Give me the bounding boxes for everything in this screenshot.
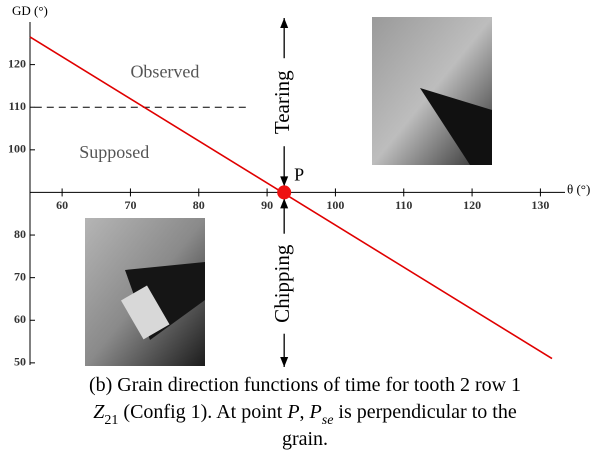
caption-line: (b) Grain direction functions of time fo… [89,374,521,396]
arrow-head [280,198,289,209]
annotation: Supposed [79,142,149,162]
y-tick-label: 110 [9,99,26,113]
arrow-head [280,18,289,28]
x-tick-label: 100 [326,198,344,212]
caption: (b) Grain direction functions of time fo… [89,374,521,450]
caption-segment: P [309,401,322,423]
caption-line: Z21 (Config 1). At point P, Pse is perpe… [93,401,517,428]
x-tick-label: 110 [395,198,412,212]
caption-segment: Z [93,401,105,423]
caption-segment: 21 [104,413,118,428]
caption-segment: grain. [282,428,328,450]
caption-line: grain. [282,428,328,450]
data-line [29,36,553,360]
x-tick-label: 130 [531,198,549,212]
photo-tearing [372,17,492,165]
caption-segment: P [286,401,299,423]
y-tick-label: 120 [8,56,26,70]
caption-segment: , [300,401,310,423]
region-label: Tearing [270,70,294,134]
y-tick-label: 50 [14,355,26,369]
annotation: Observed [130,61,199,81]
y-tick-label: 100 [8,142,26,156]
y-tick-label: 80 [14,227,26,241]
arrow-head [280,357,289,367]
x-tick-label: 80 [193,198,205,212]
arrow-head [280,176,289,187]
x-tick-label: 70 [124,198,136,212]
point-label: P [294,165,304,185]
x-tick-label: 120 [463,198,481,212]
y-tick-label: 70 [14,269,26,283]
caption-segment: (Config 1). At point [118,401,287,423]
y-axis-label: GD (°) [12,3,48,18]
x-tick-label: 60 [56,198,68,212]
point-marker [277,185,292,200]
x-tick-label: 90 [261,198,273,212]
x-axis-label: θ (°) [567,181,590,196]
y-tick-label: 60 [14,312,26,326]
photo-chipping [85,218,205,366]
caption-segment: (b) Grain direction functions of time fo… [89,374,521,396]
region-label: Chipping [270,244,294,323]
caption-segment: is perpendicular to the [333,401,516,423]
caption-segment: se [322,413,334,428]
